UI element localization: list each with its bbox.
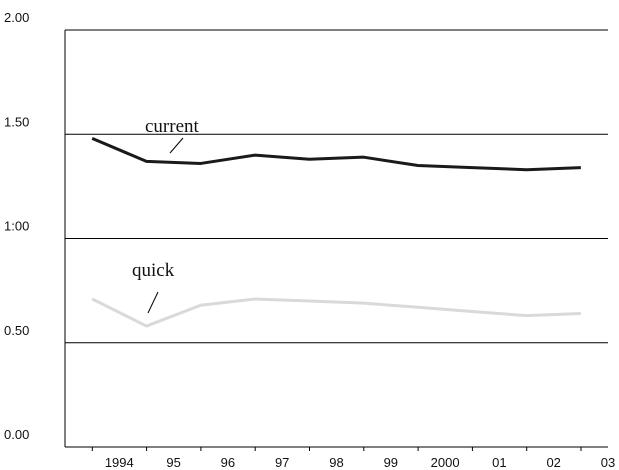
y-tick-label: 0.00 bbox=[4, 427, 29, 442]
series-line bbox=[91, 137, 581, 172]
annotation-pointer bbox=[147, 291, 159, 314]
x-tick-label: 96 bbox=[221, 455, 235, 470]
x-tick-label: 97 bbox=[275, 455, 289, 470]
series-annotation: current bbox=[145, 116, 200, 137]
y-tick-label: 1:00 bbox=[4, 219, 29, 234]
x-tick-label: 98 bbox=[329, 455, 343, 470]
x-tick-label: 01 bbox=[492, 455, 506, 470]
x-tick-label: 2000 bbox=[431, 455, 460, 470]
y-tick-label: 1.50 bbox=[4, 114, 29, 129]
x-tick-label: 03 bbox=[601, 455, 615, 470]
y-tick-label: 2.00 bbox=[4, 10, 29, 25]
x-tick-label: 1994 bbox=[105, 455, 134, 470]
y-tick-label: 0.50 bbox=[4, 323, 29, 338]
series-annotation: quick bbox=[132, 260, 175, 281]
series-line bbox=[91, 297, 581, 328]
annotation-pointer bbox=[169, 137, 184, 154]
x-tick-label: 02 bbox=[546, 455, 560, 470]
x-tick-label: 99 bbox=[384, 455, 398, 470]
x-tick-label: 95 bbox=[166, 455, 180, 470]
